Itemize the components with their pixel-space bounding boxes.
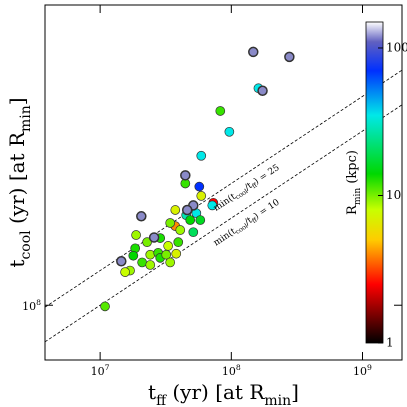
y-axis-label-part: t <box>5 260 29 268</box>
point <box>195 215 206 225</box>
point <box>180 170 191 181</box>
point <box>131 230 141 240</box>
point <box>128 250 139 261</box>
tick-label: 107 <box>91 363 110 379</box>
y-axis-label-part: ] <box>5 97 29 105</box>
point <box>116 255 127 267</box>
tick-base: 10 <box>222 365 236 378</box>
tick-exp: 7 <box>105 363 110 372</box>
point <box>145 260 156 270</box>
x-axis-label-part: ] <box>291 380 299 404</box>
point <box>248 46 259 58</box>
point <box>171 248 182 259</box>
colorbar-tick-label: 100 <box>386 40 407 54</box>
point <box>196 191 207 201</box>
ratio-line <box>45 69 402 308</box>
point <box>185 215 196 225</box>
colorbar-label: Rmin (kpc) <box>345 150 363 215</box>
y-axis-label: tcool (yr) [at Rmin] <box>5 97 35 267</box>
point <box>215 106 226 116</box>
tick-exp: 8 <box>36 298 41 307</box>
y-axis-label-part: cool <box>18 230 34 260</box>
tick-base: 10 <box>91 365 105 378</box>
point <box>163 241 174 251</box>
point <box>173 237 184 247</box>
ratio-annotation-part: ff <box>251 182 259 191</box>
tick-base: 10 <box>353 365 367 378</box>
point <box>257 85 268 97</box>
plot-area <box>44 4 403 361</box>
tick-label: 108 <box>22 298 41 314</box>
point <box>165 257 176 268</box>
x-axis-label-part: ff <box>156 393 167 407</box>
point <box>100 301 110 312</box>
point <box>196 150 207 161</box>
point <box>145 249 156 260</box>
colorbar-tick-label: 10 <box>386 188 401 202</box>
ratio-annotation-part: /t <box>243 215 254 227</box>
point <box>175 225 186 235</box>
y-axis-label-part: (yr) [at R <box>5 131 29 230</box>
point <box>224 126 235 137</box>
colorbar-label-part: min <box>353 188 363 206</box>
point <box>284 51 295 63</box>
ratio-annotation-part: /t <box>243 180 254 192</box>
point <box>137 257 147 268</box>
x-axis-label-part: t <box>148 380 156 404</box>
point <box>207 200 218 211</box>
colorbar-label-part: R <box>345 204 360 215</box>
point <box>148 232 160 243</box>
point <box>170 205 181 215</box>
point <box>188 227 199 238</box>
point <box>142 237 152 247</box>
colorbar-tick-label: 1 <box>386 336 394 350</box>
point <box>136 211 147 222</box>
point <box>120 267 130 277</box>
point <box>194 181 205 192</box>
tick-label: 108 <box>222 363 241 379</box>
x-axis-label: tff (yr) [at Rmin] <box>148 380 299 407</box>
tick-exp: 8 <box>236 363 241 372</box>
tick-exp: 9 <box>367 363 372 372</box>
x-axis-label-part: min <box>264 393 291 407</box>
tick-base: 10 <box>22 300 36 313</box>
tick-label: 109 <box>353 363 372 379</box>
colorbar-label-part: (kpc) <box>345 150 360 188</box>
point <box>165 218 176 228</box>
point <box>161 249 172 260</box>
colorbar <box>365 21 384 344</box>
point <box>181 204 193 216</box>
y-axis-label-part: min <box>18 105 34 132</box>
ratio-annotation-part: ff <box>251 216 259 225</box>
x-axis-label-part: (yr) [at R <box>166 380 265 404</box>
